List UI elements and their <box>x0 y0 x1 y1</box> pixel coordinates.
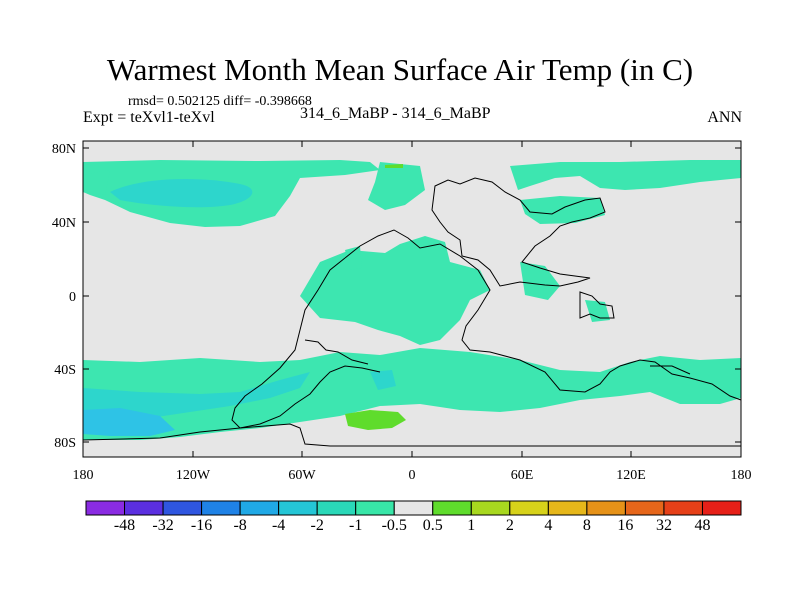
comparison-label: 314_6_MaBP - 314_6_MaBP <box>300 105 491 122</box>
shade-east-asia <box>520 196 605 224</box>
shade-positive-patch <box>345 410 406 430</box>
colorbar-swatch <box>278 500 318 516</box>
colorbar-swatch <box>85 500 126 516</box>
shade-tropics-atlantic <box>300 236 490 345</box>
experiment-label: Expt = teXvl1-teXvl <box>83 109 215 126</box>
shade-pacific-mid <box>110 179 253 208</box>
colorbar-swatch <box>432 500 472 516</box>
colorbar-label: 48 <box>694 517 711 534</box>
colorbar-swatch <box>624 500 665 516</box>
colorbar-label: -32 <box>152 517 174 534</box>
colorbar-label: 0.5 <box>422 517 443 534</box>
coast-laurussia-south <box>231 257 381 429</box>
lon-labels: 180 120W 60W 0 60E 120E 180 <box>73 468 752 483</box>
lat-label: 80S <box>54 436 76 451</box>
shade-indian-island <box>585 300 610 322</box>
lon-label: 120E <box>616 468 646 483</box>
colorbar-label: 4 <box>544 517 553 534</box>
lat-labels: 80N 40N 0 40S 80S <box>52 142 76 451</box>
colorbar-swatch <box>701 500 742 516</box>
colorbar-label: 16 <box>617 517 634 534</box>
lon-label: 180 <box>731 468 752 483</box>
stats-label: rmsd= 0.502125 diff= -0.398668 <box>128 94 312 109</box>
colorbar-swatch <box>663 500 703 516</box>
shade-positive-north <box>385 164 403 168</box>
colorbar-swatch <box>162 500 203 516</box>
colorbar-swatch <box>547 500 588 516</box>
shade-asia-north <box>510 160 741 190</box>
shade-south-pacific-dark <box>83 408 175 436</box>
lat-tick-marks <box>83 147 741 443</box>
colorbar-label: -48 <box>113 517 136 534</box>
lon-label: 180 <box>73 468 94 483</box>
shade-patch-a <box>345 246 362 270</box>
lat-label: 40N <box>52 216 76 231</box>
lat-label: 40S <box>54 363 76 378</box>
colorbar-swatch <box>586 500 626 516</box>
colorbar-label: -2 <box>310 517 324 534</box>
chart-title: Warmest Month Mean Surface Air Temp (in … <box>106 52 694 87</box>
anomaly-shading <box>83 160 741 440</box>
shade-southern-ocean <box>83 348 741 440</box>
shade-south-pacific-mid <box>83 372 310 420</box>
colorbar-label: 32 <box>655 517 672 534</box>
coast-south-pole <box>82 423 741 447</box>
lon-label: 120W <box>176 468 211 483</box>
colorbar-swatch <box>509 500 549 516</box>
coast-eurasia <box>431 177 606 287</box>
lon-label: 60W <box>288 468 316 483</box>
coast-island-b <box>650 365 691 375</box>
colorbar-label: -1 <box>349 517 363 534</box>
colorbar-label: 2 <box>505 517 514 534</box>
colorbar-swatch <box>393 500 434 516</box>
colorbar-label: -16 <box>190 517 213 534</box>
lon-tick-marks <box>82 141 632 457</box>
coast-inlet <box>304 339 369 365</box>
colorbar-label: -0.5 <box>381 517 407 534</box>
colorbar-swatch <box>355 500 395 516</box>
coastlines <box>82 177 742 447</box>
colorbar-label: 1 <box>467 517 476 534</box>
lat-label: 80N <box>52 142 76 157</box>
shade-west-edge <box>83 170 110 195</box>
colorbar-swatch <box>201 500 241 516</box>
lat-label: 0 <box>69 290 76 305</box>
colorbar-label: -4 <box>271 517 286 534</box>
colorbar-swatch <box>239 500 280 516</box>
shade-north-atlantic <box>368 162 425 210</box>
shade-arabia <box>520 262 560 300</box>
colorbar-swatch <box>470 500 511 516</box>
shade-south-atlantic-mid <box>370 370 396 390</box>
coast-island-a <box>579 291 615 319</box>
period-label: ANN <box>707 109 742 126</box>
colorbar-label: 8 <box>582 517 591 534</box>
colorbar <box>85 500 742 516</box>
colorbar-swatch <box>316 500 357 516</box>
lon-label: 60E <box>511 468 534 483</box>
colorbar-label: -8 <box>233 517 247 534</box>
lon-label: 0 <box>409 468 416 483</box>
colorbar-swatch <box>124 500 164 516</box>
